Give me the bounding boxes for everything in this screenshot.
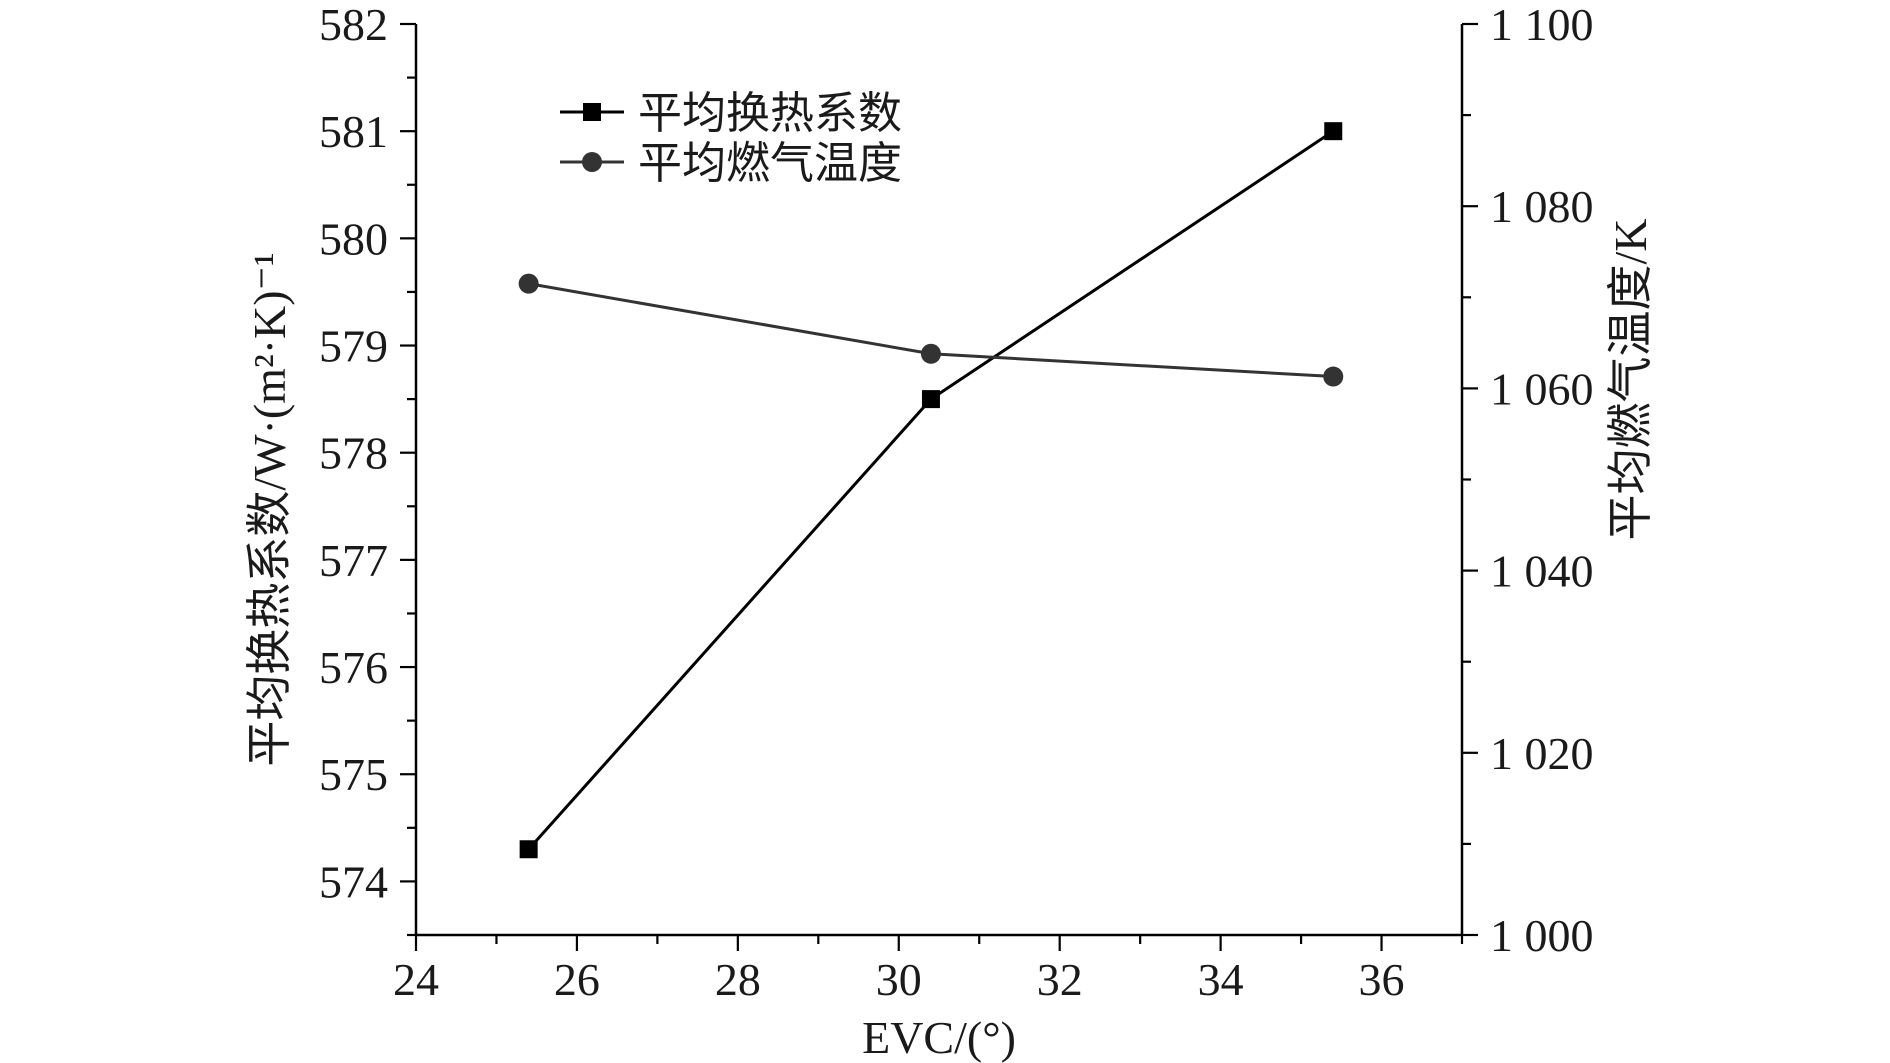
right-y-tick-label: 1 060 (1490, 363, 1594, 414)
x-axis-title: EVC/(°) (862, 1012, 1016, 1063)
left-y-tick-label: 579 (319, 321, 388, 372)
legend-label: 平均换热系数 (638, 88, 902, 139)
right-y-axis-title: 平均燃气温度/K (1605, 219, 1656, 541)
left-y-tick-label: 581 (319, 106, 388, 157)
left-y-tick-label: 578 (319, 428, 388, 479)
left-y-tick-label: 580 (319, 213, 388, 264)
legend-marker-circle (582, 152, 602, 172)
x-tick-label: 34 (1198, 954, 1244, 1005)
data-point-circle (518, 273, 539, 294)
legend-label: 平均燃气温度 (638, 138, 902, 189)
data-point-square (519, 840, 538, 859)
left-y-tick-label: 577 (319, 535, 388, 586)
right-y-tick-label: 1 040 (1490, 546, 1594, 597)
x-tick-label: 30 (876, 954, 922, 1005)
data-point-square (1324, 122, 1343, 141)
right-y-tick-label: 1 000 (1490, 910, 1594, 961)
left-y-axis-title: 平均换热系数/W·(m²·K)⁻¹ (244, 252, 295, 766)
x-tick-label: 26 (554, 954, 600, 1005)
series-layer (518, 122, 1344, 859)
left-y-tick-label: 574 (319, 856, 388, 907)
x-tick-label: 32 (1037, 954, 1083, 1005)
axes: 24 26 28 30 32 34 36 574 575 576 577 578 579 580 581 58… (319, 0, 1594, 1005)
right-y-tick-label: 1 080 (1490, 181, 1594, 232)
left-y-tick-label: 575 (319, 749, 388, 800)
left-y-tick-label: 576 (319, 642, 388, 693)
right-y-tick-label: 1 020 (1490, 728, 1594, 779)
x-tick-label: 36 (1359, 954, 1405, 1005)
right-y-tick-label: 1 100 (1490, 0, 1594, 50)
x-tick-label: 24 (393, 954, 439, 1005)
data-point-circle (1323, 366, 1344, 387)
data-point-square (921, 390, 940, 409)
x-tick-label: 28 (715, 954, 761, 1005)
data-point-circle (920, 343, 941, 364)
left-y-tick-label: 582 (319, 0, 388, 50)
legend-marker-square (583, 103, 601, 121)
